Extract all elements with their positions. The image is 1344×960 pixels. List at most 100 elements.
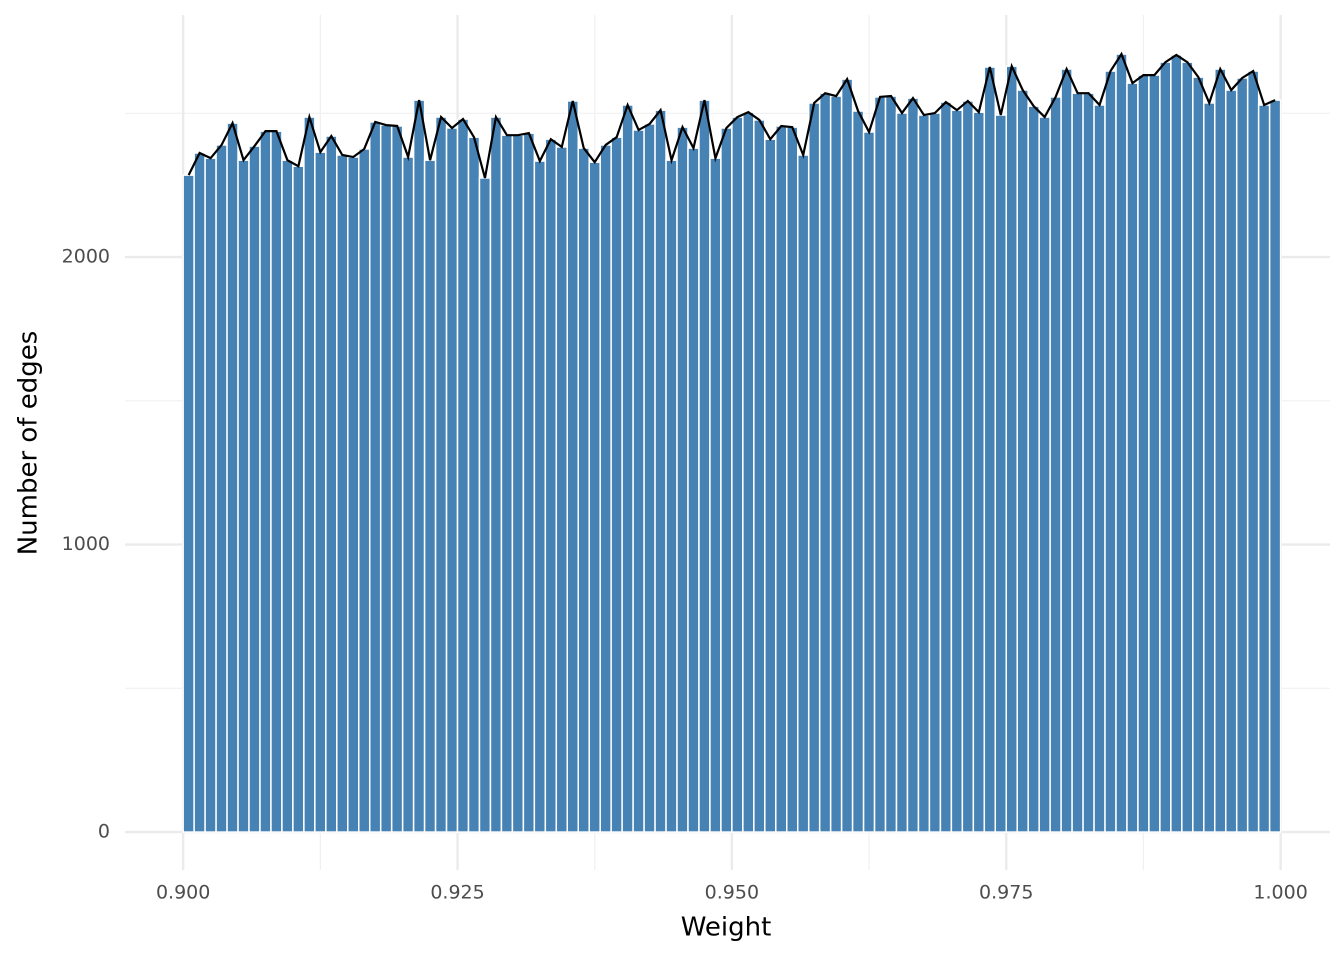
bar: [1257, 104, 1271, 833]
bar: [983, 66, 997, 833]
bar: [851, 110, 865, 833]
bar: [445, 127, 459, 833]
bar: [1016, 89, 1029, 833]
bar: [632, 129, 645, 833]
bar: [1049, 96, 1062, 833]
bar: [1268, 99, 1282, 833]
bar: [994, 114, 1008, 833]
bar: [1159, 61, 1172, 833]
bar: [807, 102, 821, 833]
bar: [1071, 92, 1084, 833]
bar: [1192, 76, 1205, 833]
bar: [511, 134, 525, 833]
bar: [489, 116, 503, 833]
x-tick-label: 0.925: [430, 882, 484, 904]
bar: [434, 116, 448, 833]
bar: [1203, 102, 1216, 833]
bar: [390, 125, 404, 833]
bar: [215, 144, 228, 833]
bar: [1214, 68, 1227, 833]
bar: [303, 116, 316, 833]
bar: [676, 126, 689, 833]
bar: [840, 78, 854, 833]
bar: [775, 125, 788, 833]
bar: [577, 147, 590, 833]
bar: [687, 147, 700, 833]
bar: [292, 165, 305, 833]
bar: [533, 160, 547, 833]
bar: [895, 112, 909, 833]
bar: [665, 159, 678, 833]
bar: [1005, 65, 1018, 833]
bar: [972, 111, 986, 833]
bar: [698, 99, 711, 833]
bar: [742, 111, 755, 833]
bar: [478, 177, 492, 833]
bar: [1093, 104, 1106, 833]
bar: [1060, 68, 1073, 833]
bar: [1181, 61, 1194, 833]
bar: [1224, 89, 1238, 833]
bar: [204, 157, 217, 833]
bar: [610, 136, 623, 833]
bar: [654, 109, 667, 833]
bar: [248, 145, 261, 833]
bar: [599, 144, 612, 833]
bar: [336, 154, 349, 833]
bar: [796, 154, 810, 833]
bar: [423, 159, 437, 833]
bar: [588, 161, 601, 833]
bar: [961, 100, 975, 833]
bar: [829, 95, 843, 833]
bar: [1038, 116, 1051, 833]
bar: [544, 138, 558, 833]
bar: [917, 114, 931, 833]
bar: [1104, 70, 1117, 833]
bar: [412, 99, 426, 833]
x-tick-label: 1.000: [1253, 882, 1307, 904]
bar: [193, 152, 206, 833]
bar: [270, 130, 283, 833]
bar: [862, 131, 876, 833]
bar: [379, 124, 393, 833]
bar: [950, 109, 964, 833]
bar: [467, 136, 481, 833]
bar: [347, 156, 360, 833]
bar: [368, 121, 382, 833]
bar: [314, 151, 327, 833]
bar: [621, 104, 634, 833]
x-tick-label: 0.950: [705, 882, 759, 904]
bar: [182, 174, 195, 833]
bar: [281, 159, 294, 833]
y-tick-label: 2000: [62, 246, 110, 268]
bar: [555, 146, 569, 833]
bar: [731, 116, 744, 833]
bar: [939, 101, 953, 833]
line: [187, 51, 1276, 179]
bar: [1235, 77, 1249, 833]
bar: [325, 135, 338, 833]
x-tick-label: 0.975: [979, 882, 1033, 904]
bar: [884, 95, 898, 833]
bar: [764, 138, 777, 833]
bar: [1137, 74, 1150, 833]
y-tick-label: 0: [98, 821, 110, 843]
bar: [1126, 82, 1139, 833]
bar: [786, 126, 799, 833]
bar: [709, 157, 722, 833]
bar: [906, 97, 920, 833]
bar: [873, 96, 887, 833]
bar: [259, 130, 272, 833]
bar: [1115, 53, 1128, 833]
bar: [1082, 92, 1095, 833]
x-tick-label: 0.900: [156, 882, 210, 904]
bar: [401, 156, 415, 833]
bar: [456, 118, 470, 833]
bar: [643, 123, 656, 833]
y-tick-label: 1000: [62, 533, 110, 555]
bar: [358, 148, 371, 833]
x-axis-label: Weight: [681, 913, 772, 943]
bar: [237, 159, 250, 833]
bar: [522, 132, 536, 833]
